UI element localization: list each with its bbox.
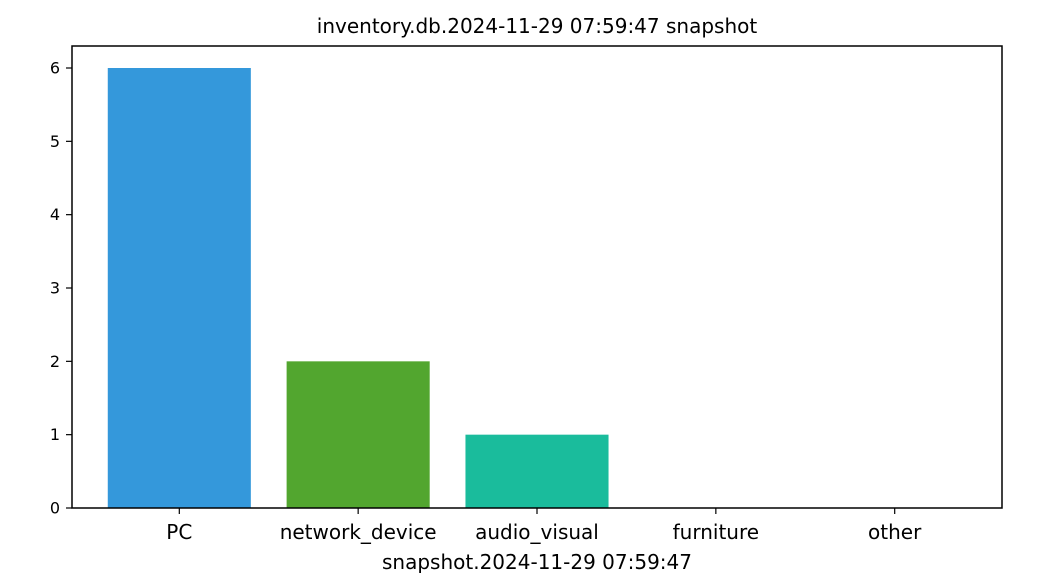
x-tick-label-other: other	[868, 520, 922, 544]
chart-title: inventory.db.2024-11-29 07:59:47 snapsho…	[317, 14, 758, 38]
y-tick-label: 3	[50, 279, 60, 298]
bar-network-device	[286, 361, 430, 508]
plot-frame	[71, 45, 1003, 509]
x-tick-label-network-device: network_device	[280, 520, 437, 544]
y-tick-label: 2	[50, 352, 60, 371]
y-tick-label: 0	[50, 499, 60, 518]
bar-audio-visual	[465, 434, 609, 508]
bar-PC	[107, 68, 251, 508]
x-tick-label-audio-visual: audio_visual	[475, 520, 599, 544]
y-axis: 0 1 2 3 4 5 6	[50, 59, 72, 518]
x-axis: PC network_device audio_visual furniture oth…	[166, 508, 922, 544]
bars-group	[107, 68, 609, 508]
x-tick-label-PC: PC	[166, 520, 192, 544]
x-tick-label-furniture: furniture	[673, 520, 759, 544]
y-tick-label: 5	[50, 132, 60, 151]
y-tick-label: 1	[50, 425, 60, 444]
x-axis-label: snapshot.2024-11-29 07:59:47	[382, 550, 692, 573]
y-tick-label: 4	[50, 205, 60, 224]
y-tick-label: 6	[50, 59, 60, 78]
